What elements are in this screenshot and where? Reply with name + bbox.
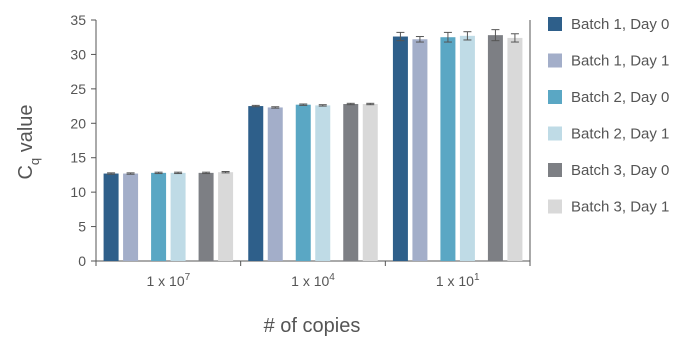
- y-tick-label: 5: [78, 219, 86, 235]
- bar-batch-3-day-0-cat2: [487, 35, 503, 261]
- error-bars: [107, 29, 519, 175]
- x-category-base: 1 x 10: [436, 273, 474, 289]
- x-category-exponent: 4: [329, 272, 335, 283]
- y-tick-label: 30: [70, 46, 86, 62]
- y-tick-label: 35: [70, 12, 86, 28]
- bar-batch-2-day-0-cat1: [295, 104, 311, 262]
- bar-batch-3-day-1-cat2: [507, 37, 523, 261]
- legend-swatch: [548, 199, 562, 214]
- bars: [103, 35, 523, 262]
- x-category-label: 1 x 107: [146, 272, 190, 289]
- y-tick-label: 15: [70, 150, 86, 166]
- legend-swatch: [548, 53, 562, 68]
- y-tick-label: 20: [70, 115, 86, 131]
- y-axis-title-subscript: q: [27, 158, 42, 165]
- legend: Batch 1, Day 0 Batch 1, Day 1 Batch 2, Day…: [548, 16, 669, 216]
- x-category-label: 1 x 101: [436, 272, 480, 289]
- bar-batch-1-day-0-cat0: [103, 173, 119, 261]
- x-category-exponent: 1: [474, 272, 480, 283]
- bar-batch-1-day-0-cat1: [248, 106, 264, 261]
- legend-swatch: [548, 90, 562, 104]
- bar-batch-1-day-1-cat2: [412, 39, 428, 261]
- x-categories: 1 x 107 1 x 104 1 x 101: [146, 272, 479, 289]
- y-axis-title-main: C: [15, 165, 37, 179]
- bar-batch-2-day-0-cat2: [440, 37, 456, 261]
- bar-batch-2-day-0-cat0: [151, 172, 167, 261]
- bar-batch-1-day-1-cat1: [267, 107, 283, 261]
- x-category-label: 1 x 104: [291, 272, 335, 289]
- bar-batch-3-day-1-cat1: [362, 104, 378, 262]
- bar-batch-3-day-0-cat0: [198, 172, 214, 261]
- legend-label: Batch 1, Day 1: [571, 53, 669, 70]
- y-axis-title: Cq value: [15, 104, 42, 179]
- x-axis-title: # of copies: [264, 315, 361, 337]
- bar-batch-2-day-1-cat0: [170, 172, 186, 261]
- x-category-base: 1 x 10: [146, 273, 184, 289]
- bar-batch-1-day-1-cat0: [123, 173, 139, 261]
- bar-batch-2-day-1-cat2: [459, 35, 475, 261]
- legend-label: Batch 3, Day 0: [571, 162, 669, 179]
- legend-label: Batch 2, Day 0: [571, 89, 669, 106]
- legend-swatch: [548, 17, 562, 31]
- legend-label: Batch 3, Day 1: [571, 199, 669, 216]
- legend-swatch: [548, 126, 562, 141]
- y-axis-title-rest: value: [15, 104, 37, 157]
- legend-label: Batch 1, Day 0: [571, 16, 669, 33]
- y-tick-label: 0: [78, 253, 86, 269]
- x-category-base: 1 x 10: [291, 273, 329, 289]
- bar-batch-1-day-0-cat2: [392, 36, 408, 262]
- y-tick-labels: 0 5 10 15 20 25 30 35: [70, 12, 86, 269]
- bar-batch-3-day-0-cat1: [343, 104, 359, 262]
- y-tick-label: 10: [70, 184, 86, 200]
- bar-batch-3-day-1-cat0: [218, 172, 234, 261]
- legend-label: Batch 2, Day 1: [571, 126, 669, 143]
- x-category-exponent: 7: [185, 272, 191, 283]
- y-tick-label: 25: [70, 81, 86, 97]
- axes: [91, 19, 531, 266]
- bar-batch-2-day-1-cat1: [315, 105, 331, 261]
- legend-swatch: [548, 163, 562, 177]
